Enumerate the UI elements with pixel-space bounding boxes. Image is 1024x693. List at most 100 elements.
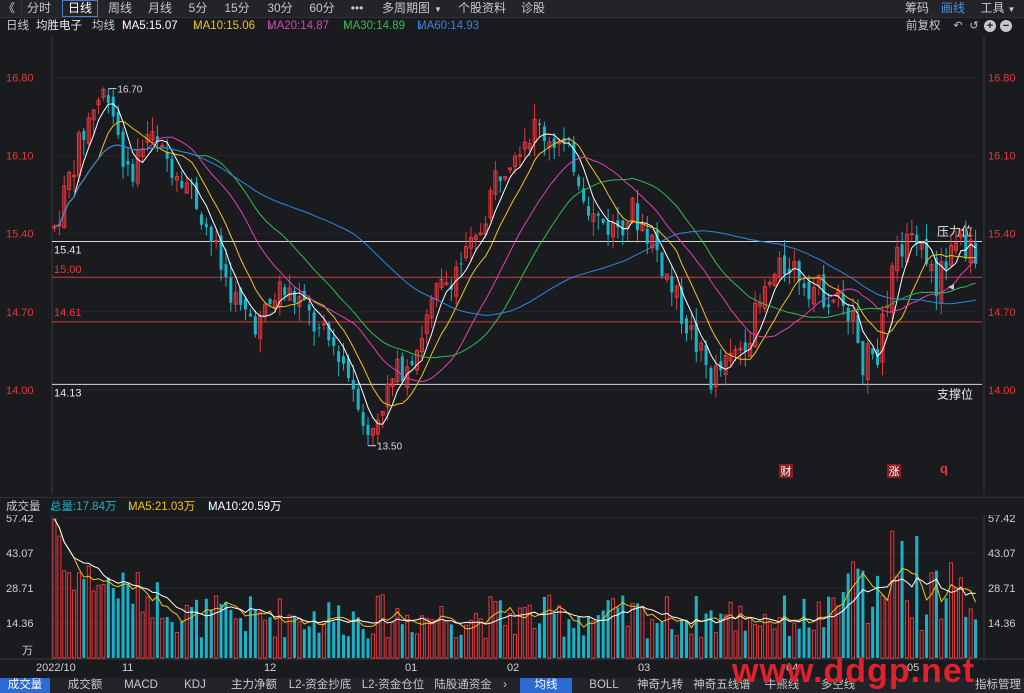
period-tab-intraday[interactable]: 分时 bbox=[26, 1, 51, 15]
candle-body bbox=[106, 94, 110, 103]
adjust-dropdown[interactable]: 前复权 bbox=[906, 20, 941, 32]
stock-info-button[interactable]: 个股资料 bbox=[457, 1, 506, 15]
tab-kdj[interactable]: KDJ bbox=[184, 679, 206, 691]
more-periods-button[interactable]: ••• bbox=[350, 1, 364, 15]
indicator-manage-button[interactable]: 指标管理 bbox=[975, 679, 1021, 691]
tools-dropdown[interactable]: 工具 ▼ bbox=[980, 1, 1016, 15]
volume-bar bbox=[116, 598, 120, 658]
chevron-right-icon[interactable]: › bbox=[503, 679, 507, 691]
volume-unit-label: 万 bbox=[22, 645, 33, 657]
zoom-out-icon[interactable]: − bbox=[1000, 20, 1012, 32]
stock-name: 均胜电子 bbox=[36, 20, 82, 32]
period-toolbar: 《 分时 日线 周线 月线 5分 15分 30分 60分 ••• 多周期图 ▼ 个… bbox=[0, 0, 1024, 18]
undo-icon[interactable]: ↶ bbox=[953, 20, 963, 32]
volume-bar bbox=[239, 618, 243, 658]
candle-body bbox=[811, 286, 816, 305]
volume-bar bbox=[244, 631, 248, 658]
volume-bar bbox=[670, 628, 674, 658]
candle-body bbox=[488, 190, 493, 219]
tab-hk-connect[interactable]: 陆股通资金 bbox=[434, 679, 492, 691]
volume-bar bbox=[787, 635, 791, 658]
candle-body bbox=[190, 183, 194, 185]
volume-bar bbox=[846, 573, 850, 658]
volume-bar bbox=[640, 605, 645, 659]
candle-body bbox=[567, 138, 571, 141]
event-marker: 财 bbox=[781, 464, 792, 478]
volume-bar bbox=[645, 638, 649, 658]
period-tab-30min[interactable]: 30分 bbox=[267, 1, 293, 15]
multi-period-dropdown[interactable]: 多周期图 ▼ bbox=[382, 1, 442, 15]
volume-bar bbox=[792, 622, 797, 659]
diagnose-button[interactable]: 诊股 bbox=[520, 1, 545, 15]
volume-bar bbox=[925, 614, 929, 658]
candle-body bbox=[449, 285, 453, 290]
undo-icon[interactable]: ↺ bbox=[969, 20, 979, 32]
tab-magic-five[interactable]: 神奇五线谱 bbox=[693, 679, 751, 691]
tab-macd[interactable]: MACD bbox=[124, 679, 158, 691]
tab-bull-bear[interactable]: 牛熊线 bbox=[764, 679, 800, 691]
draw-line-button[interactable]: 画线 bbox=[940, 1, 965, 15]
volume-chart[interactable]: 57.42 57.42 43.07 43.07 28.71 28.71 14.36 14.36… bbox=[0, 515, 1024, 678]
tab-ma[interactable]: 均线 bbox=[520, 678, 572, 693]
volume-tick-label: 28.71 bbox=[6, 583, 34, 595]
candle-body bbox=[777, 257, 782, 279]
tab-boll[interactable]: BOLL bbox=[589, 679, 619, 691]
tab-magic-nine[interactable]: 神奇九转 bbox=[637, 679, 683, 691]
period-tab-5min[interactable]: 5分 bbox=[188, 1, 208, 15]
volume-bar bbox=[258, 611, 263, 659]
chips-button[interactable]: 筹码 bbox=[904, 1, 929, 15]
tab-l2-bottom[interactable]: L2-资金抄底 bbox=[288, 679, 352, 691]
volume-bar bbox=[650, 619, 655, 659]
candle-body bbox=[704, 345, 708, 366]
ma-legend-bar: 日线 均胜电子 均线 MA5:15.07 ↑ MA10:15.06 ↓ MA20:1… bbox=[0, 17, 1024, 36]
candle-body bbox=[680, 286, 684, 324]
candle-body bbox=[655, 230, 659, 251]
volume-bar bbox=[674, 634, 679, 659]
ma-label: 均线 bbox=[92, 20, 115, 32]
candle-body bbox=[968, 239, 973, 263]
tab-long-short[interactable]: 多空线 bbox=[820, 679, 856, 691]
candlestick-chart[interactable]: 15.41 压力位 15.00 14.61 14.13 支撑位 16.80 16.10 15.… bbox=[0, 36, 1024, 496]
tab-main-net[interactable]: 主力净额 bbox=[231, 679, 277, 691]
candle-body bbox=[919, 242, 924, 250]
volume-bar bbox=[229, 609, 233, 658]
price-tick-label: 16.10 bbox=[6, 151, 34, 163]
tab-turnover[interactable]: 成交额 bbox=[67, 679, 103, 691]
price-tick-label: 14.00 bbox=[988, 385, 1016, 397]
candle-body bbox=[155, 136, 159, 142]
volume-bar bbox=[351, 611, 355, 658]
level-label: 14.61 bbox=[54, 307, 82, 319]
period-tab-daily[interactable]: 日线 bbox=[62, 0, 98, 17]
candle-body bbox=[974, 242, 978, 264]
candle-body bbox=[82, 130, 86, 141]
volume-bar bbox=[224, 602, 228, 658]
volume-bar bbox=[586, 616, 591, 658]
period-tab-15min[interactable]: 15分 bbox=[224, 1, 250, 15]
back-button[interactable]: 《 bbox=[2, 1, 15, 15]
volume-title: 成交量 bbox=[6, 501, 41, 513]
candle-body bbox=[400, 356, 404, 382]
period-tab-weekly[interactable]: 周线 bbox=[107, 1, 132, 15]
volume-bar bbox=[76, 572, 81, 659]
candle-body bbox=[958, 234, 963, 238]
volume-bar bbox=[293, 616, 297, 658]
candle-body bbox=[880, 313, 885, 363]
volume-bar bbox=[263, 619, 268, 659]
period-tab-monthly[interactable]: 月线 bbox=[147, 1, 172, 15]
candle-body bbox=[410, 360, 414, 366]
volume-bar bbox=[728, 601, 733, 659]
candle-body bbox=[572, 141, 576, 173]
ma10-line bbox=[54, 120, 976, 407]
tab-volume[interactable]: 成交量 bbox=[0, 678, 50, 693]
volume-bar bbox=[204, 598, 208, 658]
zoom-in-icon[interactable]: + bbox=[984, 20, 996, 32]
candle-body bbox=[341, 356, 346, 364]
volume-bar bbox=[199, 637, 203, 658]
volume-bar bbox=[567, 619, 571, 658]
volume-bar bbox=[67, 572, 72, 659]
period-tab-60min[interactable]: 60分 bbox=[309, 1, 335, 15]
price-tick-label: 16.10 bbox=[988, 151, 1016, 163]
ma60-line bbox=[54, 144, 976, 316]
volume-bar bbox=[704, 613, 708, 658]
tab-l2-position[interactable]: L2-资金仓位 bbox=[361, 679, 425, 691]
